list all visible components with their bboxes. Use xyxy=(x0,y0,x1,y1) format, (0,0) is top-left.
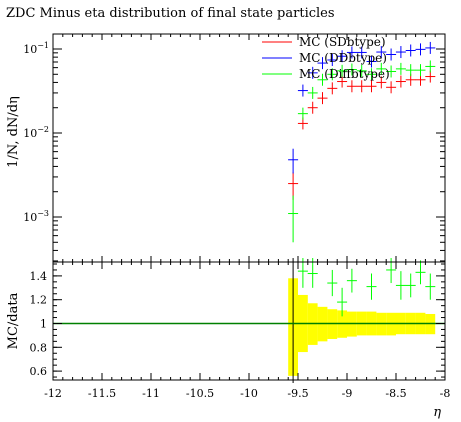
y-axis-label-main: 1/N, dN/dη xyxy=(6,96,21,168)
series-mc-diffbtype- xyxy=(288,60,436,243)
legend: MC (SDbtype) MC (DDbtype) MC (Diffbtype) xyxy=(262,35,390,81)
ratio-y-tick-label: 1.4 xyxy=(30,270,48,283)
x-tick-label: -12 xyxy=(44,387,62,400)
y-axis-label-ratio: MC/data xyxy=(6,292,21,349)
x-tick-label: -9.5 xyxy=(287,387,308,400)
series-mc-sdbtype- xyxy=(288,70,436,200)
x-tick-label: -10.5 xyxy=(186,387,214,400)
x-tick-label: -11 xyxy=(142,387,160,400)
ratio-y-tick-label: 0.8 xyxy=(30,341,48,354)
x-tick-label: -8 xyxy=(440,387,451,400)
series-mc-ddbtype- xyxy=(288,41,436,174)
x-tick-label: -10 xyxy=(240,387,258,400)
x-tick-label: -9 xyxy=(342,387,353,400)
x-axis-label: η xyxy=(433,405,441,420)
y-tick-label: 10−2 xyxy=(23,125,49,140)
y-tick-label: 10−3 xyxy=(23,209,49,224)
main-panel: 10−310−210−1 1/N, dN/dη MC (SDbtype)MC (… xyxy=(6,33,446,263)
x-tick-label: -8.5 xyxy=(385,387,406,400)
ratio-y-tick-label: 1 xyxy=(40,318,47,331)
legend-label: MC (SDbtype) xyxy=(299,35,386,49)
x-tick-label: -11.5 xyxy=(88,387,116,400)
ratio-series-mc-diffbtype- xyxy=(297,258,436,317)
chart-title: ZDC Minus eta distribution of final stat… xyxy=(6,6,335,21)
ratio-panel: 0.6 0.8 1 1.2 1.4 -12 -11.5 -11 -10.5 -10 -9.5 -9 -8… xyxy=(6,258,450,420)
y-tick-label: 10−1 xyxy=(23,41,49,56)
legend-label: MC (Diffbtype) xyxy=(299,67,390,81)
ratio-y-tick-label: 1.2 xyxy=(30,294,48,307)
legend-label: MC (DDbtype) xyxy=(299,51,387,65)
ratio-y-tick-label: 0.6 xyxy=(30,365,48,378)
